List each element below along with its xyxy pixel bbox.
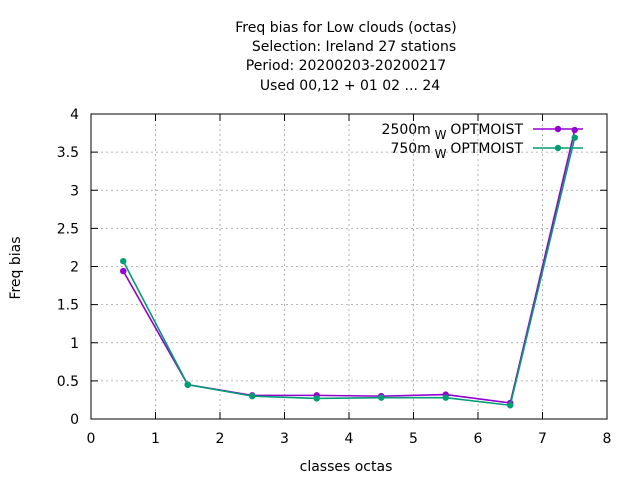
data-point	[378, 394, 385, 401]
x-tick-label: 2	[216, 431, 225, 447]
legend-entry: 2500m W OPTMOIST	[382, 122, 583, 142]
series-line	[122, 137, 576, 407]
legend-label: 750m W OPTMOIST	[390, 141, 523, 161]
legend-swatch-point	[554, 144, 562, 152]
title-line-3: Period: 20200203-20200217	[246, 58, 446, 74]
x-tick-label: 7	[538, 431, 547, 447]
grid	[91, 114, 607, 419]
data-point	[571, 126, 578, 134]
data-point	[249, 392, 256, 400]
plot-frame	[90, 113, 608, 420]
legend-swatch-point	[554, 125, 562, 133]
series-layer	[120, 126, 578, 409]
y-tick-label: 3.5	[57, 145, 79, 161]
y-tick-label: 3	[70, 183, 79, 199]
legend-entry: 750m W OPTMOIST	[390, 141, 583, 161]
title-line-4: Used 00,12 + 01 02 ... 24	[260, 78, 440, 94]
data-point	[313, 395, 320, 402]
chart-title: Freq bias for Low clouds (octas) Selecti…	[235, 20, 456, 94]
x-tick-label: 3	[280, 431, 289, 447]
legend-label: 2500m W OPTMOIST	[382, 122, 524, 142]
y-tick-label: 2	[70, 260, 79, 276]
y-tick-label: 0	[70, 412, 79, 428]
y-tick-label: 1.5	[57, 298, 79, 314]
y-tick-label: 2.5	[57, 221, 79, 237]
x-tick-label: 6	[474, 431, 483, 447]
y-tick-label: 4	[70, 107, 79, 123]
x-tick-label: 4	[345, 431, 354, 447]
y-tick-label: 1	[70, 336, 79, 352]
x-tick-label: 5	[409, 431, 418, 447]
x-tick-label: 0	[87, 431, 96, 447]
title-line-1: Freq bias for Low clouds (octas)	[235, 20, 456, 36]
data-point	[571, 134, 578, 141]
data-point	[507, 402, 514, 409]
series-750m	[120, 134, 578, 409]
x-tick-label: 8	[603, 431, 612, 447]
data-point	[120, 267, 127, 275]
data-point	[442, 394, 449, 401]
data-point	[120, 257, 127, 265]
x-tick-label: 1	[151, 431, 160, 447]
y-tick-label: 0.5	[57, 374, 79, 390]
tick-labels: 0 1 2 3 4 5 6 7 8 0 0.5 1 1.5 2 2.5 3 3.5 4	[57, 107, 612, 447]
y-axis-label: Freq bias	[8, 236, 24, 299]
data-point	[184, 381, 191, 388]
title-line-2: Selection: Ireland 27 stations	[252, 39, 456, 55]
x-axis-label: classes octas	[300, 459, 393, 475]
